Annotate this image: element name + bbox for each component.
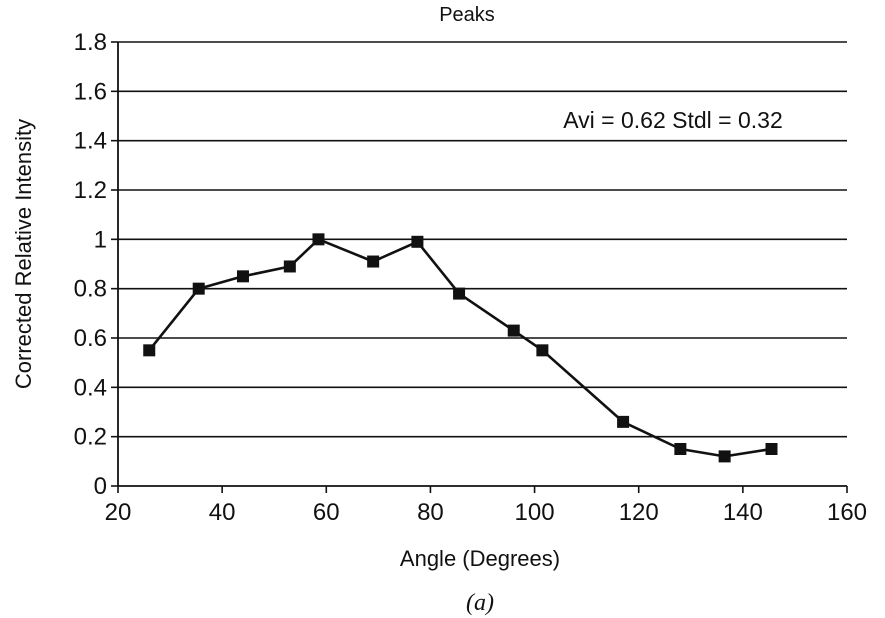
data-point-marker — [507, 324, 520, 337]
y-tick-label: 0.6 — [74, 325, 107, 352]
figure-caption: (a) — [466, 590, 494, 616]
data-point-marker — [718, 450, 731, 463]
gridlines — [118, 41, 847, 438]
y-tick-label: 1.2 — [74, 177, 107, 204]
x-tick-label: 40 — [209, 499, 236, 526]
x-tick-label: 60 — [313, 499, 340, 526]
y-tick-label: 0.8 — [74, 276, 107, 303]
y-tick-label: 0.2 — [74, 424, 107, 451]
x-tick-label: 100 — [515, 499, 555, 526]
series — [143, 233, 778, 463]
x-tick-label: 80 — [417, 499, 444, 526]
data-point-marker — [143, 344, 156, 357]
data-point-marker — [283, 260, 296, 273]
data-point-marker — [312, 233, 325, 246]
x-tick-label: 160 — [827, 499, 867, 526]
labels: 0 0.2 0.4 0.6 0.8 1 1.2 1.4 1.6 1.8 20 40 60 80 100 120… — [74, 29, 867, 526]
data-point-marker — [192, 282, 205, 295]
data-point-marker — [536, 344, 549, 357]
y-tick-label: 1.8 — [74, 29, 107, 56]
y-tick-label: 1.6 — [74, 78, 107, 105]
y-tick-label: 0 — [94, 473, 107, 500]
data-point-marker — [453, 287, 466, 300]
data-point-marker — [765, 443, 778, 455]
data-point-marker — [411, 235, 424, 248]
x-tick-label: 20 — [105, 499, 132, 526]
y-tick-label: 0.4 — [74, 374, 107, 401]
axes — [111, 41, 848, 493]
data-point-marker — [674, 443, 687, 455]
x-tick-label: 120 — [619, 499, 659, 526]
y-tick-label: 1.4 — [74, 128, 107, 155]
x-tick-label: 140 — [723, 499, 763, 526]
data-point-marker — [367, 255, 380, 268]
x-axis-title: Angle (Degrees) — [400, 546, 560, 571]
y-axis-title: Corrected Relative Intensity — [11, 119, 36, 389]
annotation-stats: Avi = 0.62 Stdl = 0.32 — [563, 107, 783, 133]
series-line — [148, 238, 772, 458]
y-tick-label: 1 — [94, 226, 107, 253]
data-point-marker — [236, 270, 249, 283]
chart-title: Peaks — [439, 4, 495, 26]
data-point-marker — [617, 415, 630, 428]
